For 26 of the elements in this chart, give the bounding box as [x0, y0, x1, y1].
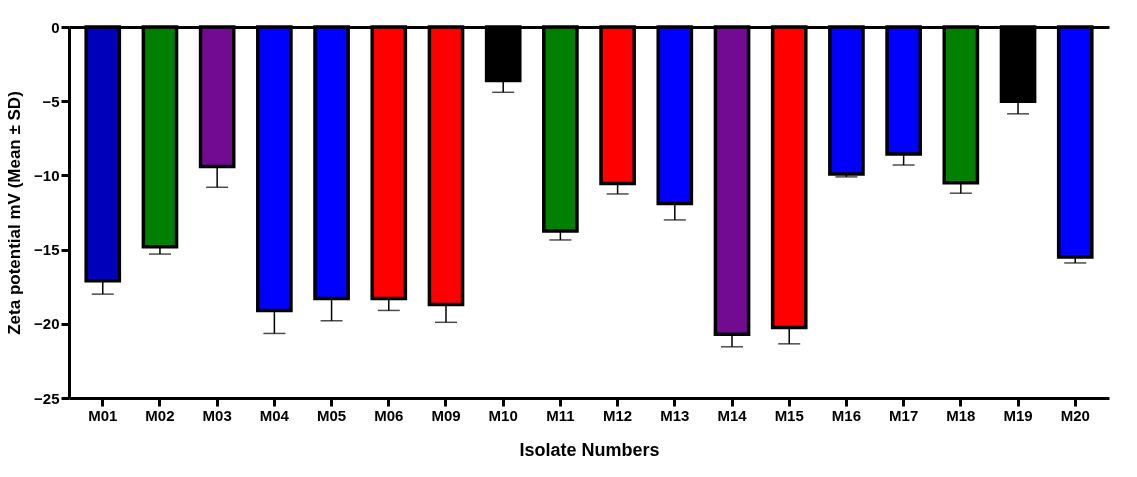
- x-tick-label: M17: [889, 406, 919, 424]
- x-tick-label: M12: [603, 406, 633, 424]
- x-tick-label: M03: [202, 406, 232, 424]
- x-tick-label: M20: [1060, 406, 1090, 424]
- x-tick-label: M04: [259, 406, 290, 424]
- x-tick-label: M09: [431, 406, 461, 424]
- y-axis-title: Zeta potential mV (Mean ± SD): [5, 91, 25, 335]
- x-tick-label: M06: [374, 406, 404, 424]
- y-tick-label: −10: [34, 166, 60, 184]
- x-tick-label: M18: [946, 406, 976, 424]
- x-tick-label: M11: [546, 406, 575, 424]
- x-tick-label: M02: [145, 406, 175, 424]
- x-axis-title: Isolate Numbers: [519, 439, 660, 460]
- x-tick-label: M16: [831, 406, 862, 424]
- y-tick-label: −20: [34, 315, 60, 333]
- y-tick-label: −25: [34, 389, 60, 407]
- x-tick-label: M14: [717, 406, 748, 424]
- y-tick-label: 0: [51, 18, 60, 36]
- x-tick-label: M05: [316, 406, 347, 424]
- x-tick-label: M10: [488, 406, 518, 424]
- x-tick-label: M13: [660, 406, 690, 424]
- x-tick-label: M01: [88, 406, 118, 424]
- y-tick-label: −5: [42, 92, 60, 110]
- x-tick-label: M19: [1003, 406, 1033, 424]
- y-tick-label: −15: [34, 241, 60, 259]
- x-tick-label: M15: [774, 406, 804, 424]
